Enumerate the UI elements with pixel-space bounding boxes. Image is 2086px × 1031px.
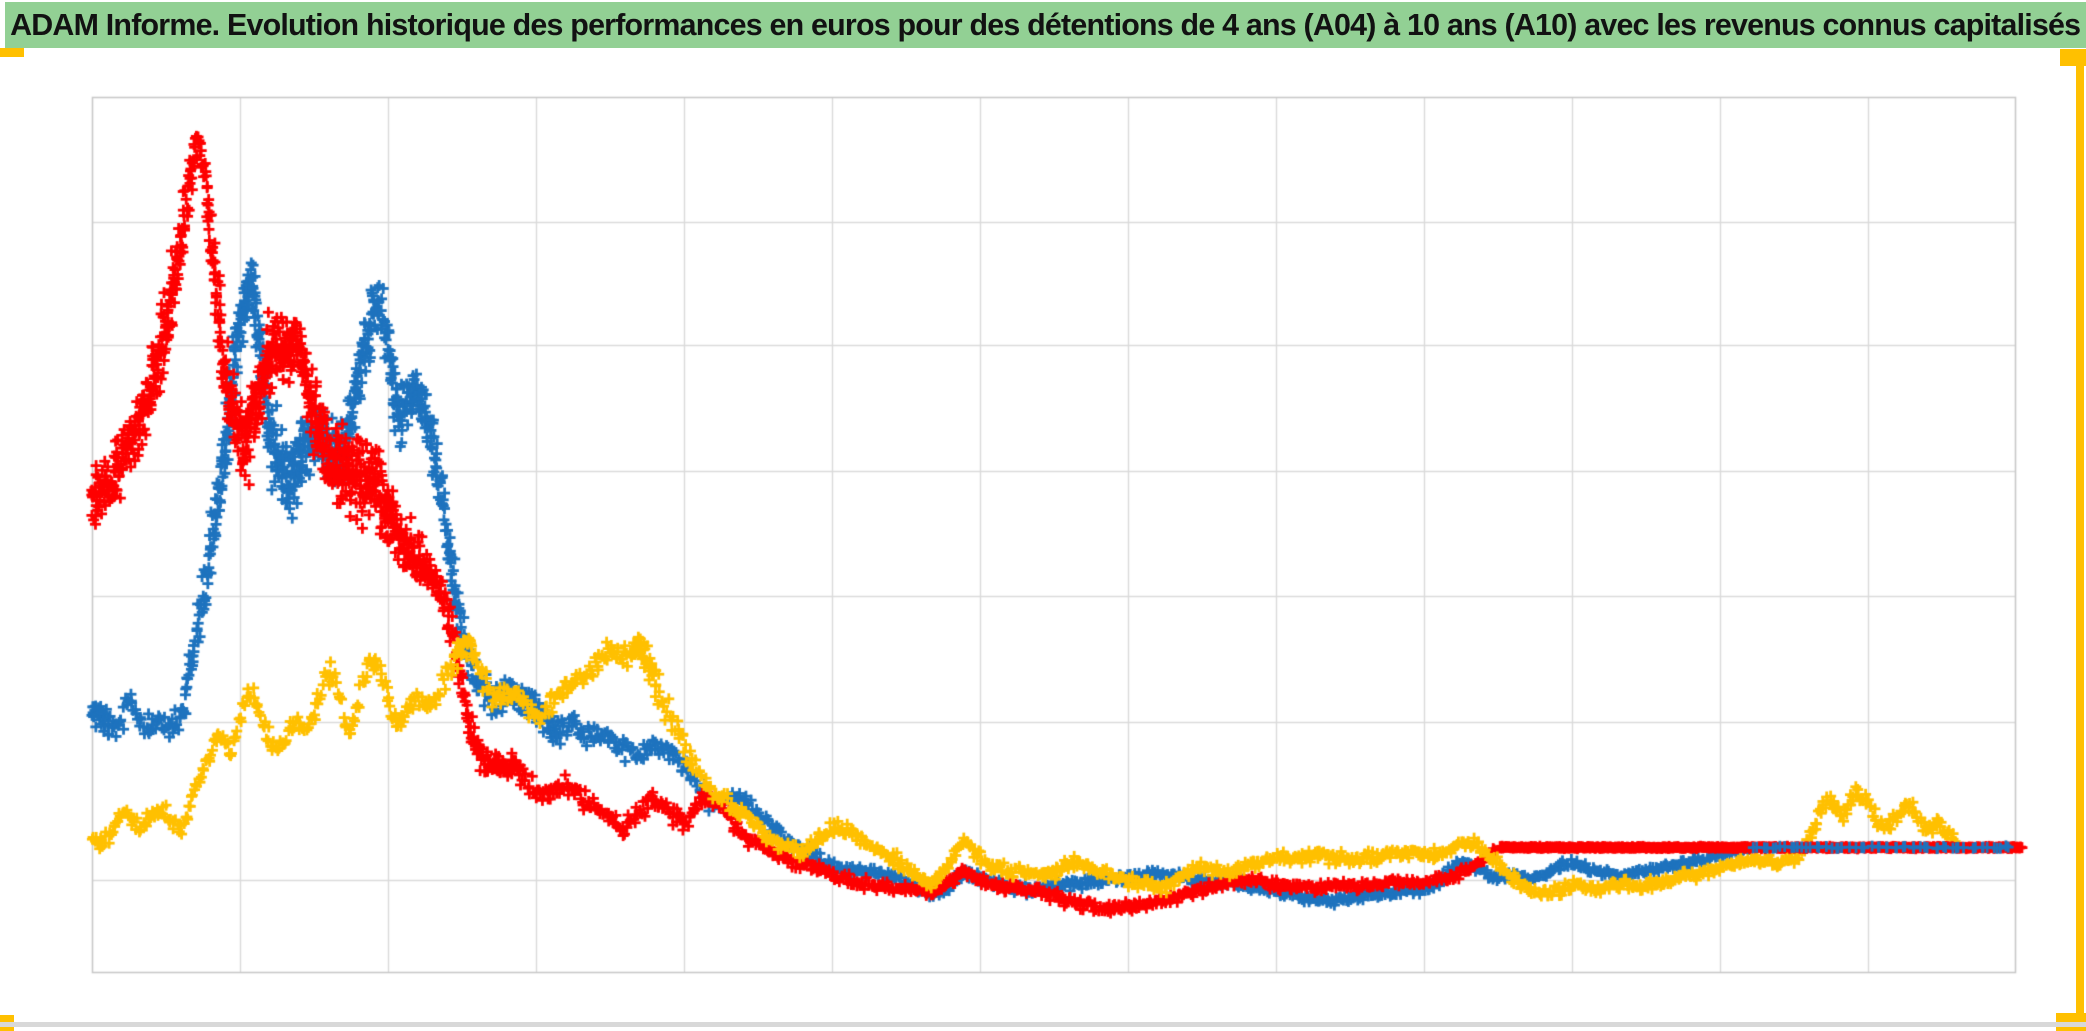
bottom-divider: [0, 1022, 2086, 1027]
selection-accent-right-stripe: [2076, 54, 2084, 1031]
chart-title-bar: ADAM Informe. Evolution historique des p…: [5, 2, 2086, 48]
chart-title: ADAM Informe. Evolution historique des p…: [10, 7, 2081, 42]
selection-accent-top-left: [0, 48, 24, 57]
